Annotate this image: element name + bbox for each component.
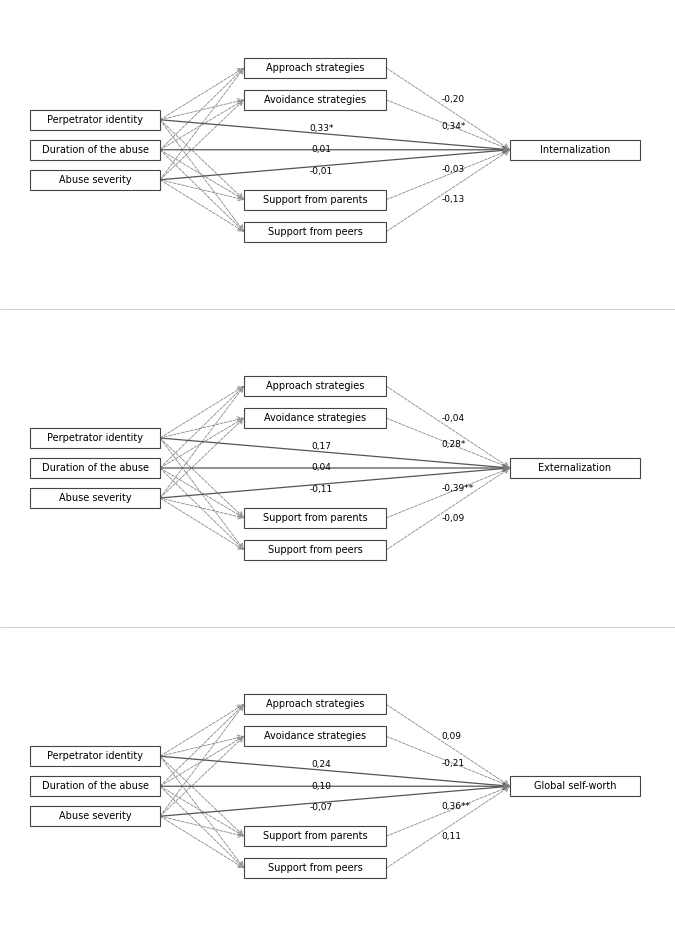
Text: Support from parents: Support from parents [263, 195, 367, 205]
Text: -0,39**: -0,39** [442, 484, 474, 492]
FancyBboxPatch shape [244, 826, 386, 846]
Text: Approach strategies: Approach strategies [266, 699, 364, 709]
Text: Approach strategies: Approach strategies [266, 63, 364, 73]
Text: Perpetrator identity: Perpetrator identity [47, 115, 143, 124]
FancyBboxPatch shape [510, 776, 640, 797]
FancyBboxPatch shape [30, 746, 160, 767]
Text: Duration of the abuse: Duration of the abuse [41, 463, 148, 473]
FancyBboxPatch shape [244, 695, 386, 714]
Text: Global self-worth: Global self-worth [534, 782, 616, 791]
Text: 0,33*: 0,33* [309, 124, 334, 133]
Text: Perpetrator identity: Perpetrator identity [47, 433, 143, 443]
Text: 0,34*: 0,34* [442, 123, 466, 131]
FancyBboxPatch shape [244, 858, 386, 878]
FancyBboxPatch shape [244, 58, 386, 78]
FancyBboxPatch shape [510, 139, 640, 160]
FancyBboxPatch shape [244, 190, 386, 210]
FancyBboxPatch shape [244, 222, 386, 241]
Text: Abuse severity: Abuse severity [59, 175, 132, 184]
Text: 0,09: 0,09 [442, 732, 462, 740]
Text: Perpetrator identity: Perpetrator identity [47, 752, 143, 761]
Text: Support from parents: Support from parents [263, 513, 367, 523]
Text: Support from peers: Support from peers [267, 227, 362, 237]
Text: 0,36**: 0,36** [442, 802, 470, 811]
FancyBboxPatch shape [30, 488, 160, 508]
FancyBboxPatch shape [244, 90, 386, 110]
Text: 0,28*: 0,28* [442, 441, 466, 449]
Text: Internalization: Internalization [540, 145, 610, 154]
Text: Abuse severity: Abuse severity [59, 812, 132, 821]
Text: Approach strategies: Approach strategies [266, 381, 364, 391]
Text: Support from peers: Support from peers [267, 545, 362, 555]
FancyBboxPatch shape [30, 776, 160, 797]
Text: -0,03: -0,03 [442, 166, 465, 174]
Text: -0,04: -0,04 [442, 414, 465, 422]
FancyBboxPatch shape [30, 110, 160, 130]
FancyBboxPatch shape [244, 508, 386, 528]
Text: -0,01: -0,01 [310, 167, 333, 176]
Text: 0,11: 0,11 [442, 832, 462, 841]
Text: Avoidance strategies: Avoidance strategies [264, 731, 366, 741]
Text: Externalization: Externalization [539, 463, 612, 473]
Text: 0,04: 0,04 [312, 463, 331, 473]
FancyBboxPatch shape [244, 726, 386, 746]
FancyBboxPatch shape [30, 806, 160, 826]
Text: Avoidance strategies: Avoidance strategies [264, 95, 366, 105]
Text: 0,01: 0,01 [312, 145, 331, 154]
Text: -0,13: -0,13 [442, 196, 465, 204]
Text: 0,24: 0,24 [312, 760, 331, 769]
FancyBboxPatch shape [244, 408, 386, 428]
FancyBboxPatch shape [510, 458, 640, 478]
FancyBboxPatch shape [30, 458, 160, 478]
Text: -0,09: -0,09 [442, 514, 465, 522]
Text: Duration of the abuse: Duration of the abuse [41, 145, 148, 154]
Text: Support from peers: Support from peers [267, 863, 362, 873]
Text: -0,21: -0,21 [442, 759, 465, 768]
Text: -0,07: -0,07 [310, 803, 333, 812]
Text: Abuse severity: Abuse severity [59, 493, 132, 503]
FancyBboxPatch shape [30, 169, 160, 190]
FancyBboxPatch shape [244, 376, 386, 396]
Text: Duration of the abuse: Duration of the abuse [41, 782, 148, 791]
Text: 0,17: 0,17 [312, 442, 331, 451]
FancyBboxPatch shape [30, 139, 160, 160]
Text: -0,20: -0,20 [442, 95, 465, 104]
Text: 0,10: 0,10 [312, 782, 331, 791]
Text: Support from parents: Support from parents [263, 831, 367, 841]
FancyBboxPatch shape [244, 540, 386, 560]
Text: Avoidance strategies: Avoidance strategies [264, 413, 366, 423]
FancyBboxPatch shape [30, 428, 160, 448]
Text: -0,11: -0,11 [310, 485, 333, 494]
